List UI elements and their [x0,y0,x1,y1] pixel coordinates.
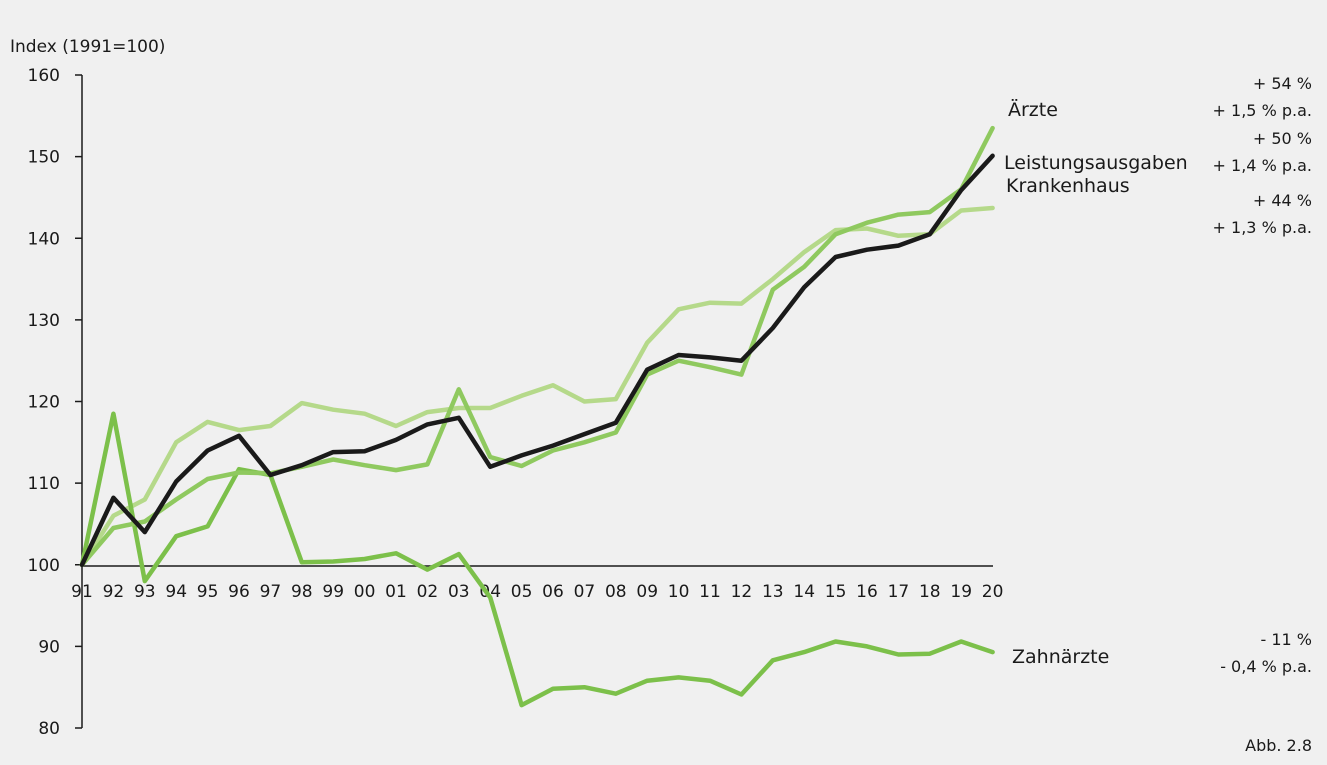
x-tick-label-11: 11 [699,582,721,602]
y-tick-label-130: 130 [28,311,60,331]
annotation-krankenhaus-total: + 44 % [1253,191,1312,210]
series-label-krankenhaus: Krankenhaus [1006,175,1130,197]
y-tick-label-160: 160 [28,66,60,86]
x-tick-label-20: 20 [982,582,1004,602]
series-line-3 [79,153,995,568]
x-tick-label-19: 19 [950,582,972,602]
x-tick-label-05: 05 [511,582,533,602]
x-tick-label-92: 92 [103,582,125,602]
annotation-aerzte-pa: + 1,5 % p.a. [1213,101,1312,120]
annotation-aerzte-total: + 54 % [1253,74,1312,93]
x-tick-label-17: 17 [888,582,910,602]
series-line-2 [79,125,995,568]
x-tick-label-12: 12 [731,582,753,602]
series-label-leistungsausgaben: Leistungsausgaben [1004,152,1188,174]
y-axis-label: Index (1991=100) [10,37,165,57]
x-tick-label-07: 07 [574,582,596,602]
x-tick-label-08: 08 [605,582,627,602]
x-tick-label-91: 91 [71,582,93,602]
series-label-aerzte: Ärzte [1008,98,1058,121]
x-tick-label-03: 03 [448,582,470,602]
x-tick-label-13: 13 [762,582,784,602]
figure-label: Abb. 2.8 [1245,736,1312,755]
x-tick-label-01: 01 [385,582,407,602]
x-tick-label-06: 06 [542,582,564,602]
y-tick-label-100: 100 [28,556,60,576]
annotation-leistungsausgaben-total: + 50 % [1253,129,1312,148]
series-line-0 [79,205,995,568]
x-tick-label-97: 97 [260,582,282,602]
x-ticks: 91 92 93 94 95 96 97 98 99 00 01 02 03 04 05 06 07 08 09 10… [71,582,1003,602]
x-tick-label-94: 94 [165,582,187,602]
series-line-1 [79,411,995,708]
x-tick-label-15: 15 [825,582,847,602]
x-tick-label-16: 16 [856,582,878,602]
x-tick-label-98: 98 [291,582,313,602]
series-label-zahnaerzte: Zahnärzte [1012,646,1109,668]
x-tick-label-10: 10 [668,582,690,602]
y-tick-label-80: 80 [38,719,60,739]
x-tick-label-00: 00 [354,582,376,602]
x-tick-label-93: 93 [134,582,156,602]
y-tick-label-120: 120 [28,393,60,413]
x-tick-label-99: 99 [322,582,344,602]
y-tick-label-150: 150 [28,148,60,168]
x-tick-label-09: 09 [636,582,658,602]
annotation-zahnaerzte-total: - 11 % [1260,630,1312,649]
x-tick-label-14: 14 [793,582,815,602]
annotation-zahnaerzte-pa: - 0,4 % p.a. [1220,657,1312,676]
x-tick-label-95: 95 [197,582,219,602]
y-tick-label-90: 90 [38,637,60,657]
x-tick-label-18: 18 [919,582,941,602]
y-ticks: 80 90 100 110 120 130 140 150 160 [28,66,82,739]
y-tick-label-110: 110 [28,474,60,494]
annotation-krankenhaus-pa: + 1,3 % p.a. [1213,218,1312,237]
x-tick-label-96: 96 [228,582,250,602]
annotation-leistungsausgaben-pa: + 1,4 % p.a. [1213,156,1312,175]
x-tick-label-02: 02 [417,582,439,602]
y-tick-label-140: 140 [28,229,60,249]
series-lines [79,125,995,708]
